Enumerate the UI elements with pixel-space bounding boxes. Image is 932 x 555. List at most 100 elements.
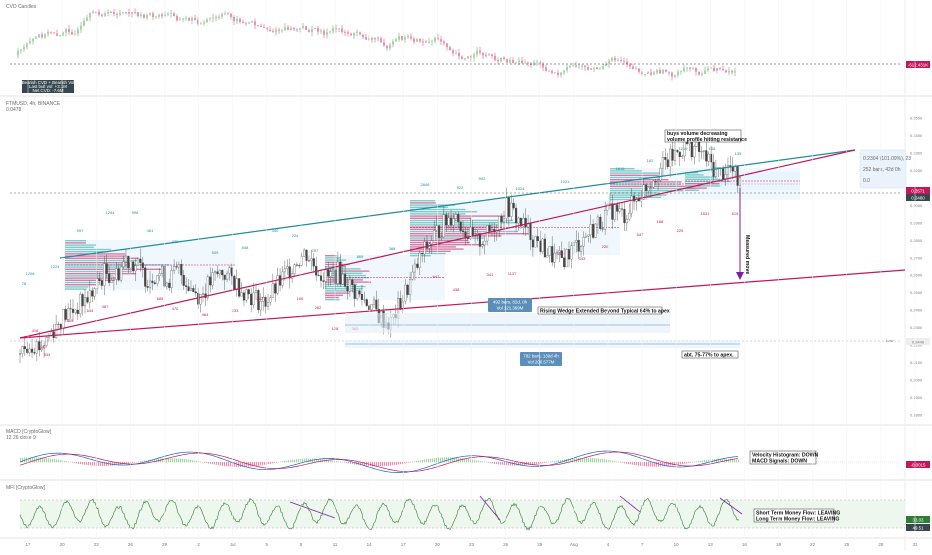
macd-histogram-bar — [296, 459, 297, 462]
candle-body — [284, 269, 286, 272]
macd-histogram-bar — [734, 459, 735, 462]
volume-profile-bar — [410, 253, 446, 254]
cvd-candle-body — [584, 66, 586, 67]
candle-body — [349, 280, 351, 292]
macd-histogram-bar — [592, 458, 593, 462]
cvd-candle-body — [296, 29, 298, 30]
candle-body — [111, 280, 113, 282]
candle-body — [209, 277, 211, 285]
cvd-candle-body — [485, 55, 487, 56]
macd-histogram-bar — [172, 458, 173, 462]
pivot-high-label: 869 — [357, 254, 364, 259]
pivot-low-label: 225 — [677, 228, 684, 233]
x-tick-label: 17 — [25, 542, 31, 547]
macd-histogram-bar — [632, 462, 633, 465]
cvd-candle-body — [611, 58, 613, 61]
candle-body — [320, 276, 322, 281]
candle-body — [159, 273, 161, 275]
cvd-candle-body — [287, 27, 289, 30]
macd-histogram-bar — [82, 462, 83, 464]
macd-histogram-bar — [388, 462, 389, 466]
candle-body — [183, 275, 185, 285]
volume-profile-bar — [325, 297, 339, 298]
volume-profile-bar — [65, 249, 111, 250]
macd-histogram-bar — [468, 459, 469, 462]
candle-body — [202, 294, 204, 295]
pivot-low-label: 1137 — [508, 271, 517, 276]
macd-histogram-bar — [308, 459, 309, 463]
cvd-candle-body — [476, 51, 478, 55]
cvd-candle-body — [200, 23, 202, 24]
cvd-candle-body — [389, 45, 391, 49]
volume-profile-bar — [410, 224, 499, 225]
pivot-high-label: 1219 — [679, 146, 689, 151]
cvd-candle-body — [161, 15, 163, 17]
cvd-candle-body — [419, 39, 421, 42]
cvd-candle-body — [272, 31, 274, 32]
pivot-high-label: 509 — [212, 250, 219, 255]
cvd-info-line-3: Net CVD: -7.6M — [33, 88, 64, 93]
pivot-low-label: 341 — [487, 272, 494, 277]
candle-body — [272, 284, 274, 298]
macd-histogram-bar — [630, 462, 631, 464]
candle-body — [132, 262, 134, 271]
y-tick-label: 0.2100 — [910, 360, 923, 365]
macd-histogram-bar — [178, 459, 179, 463]
cvd-candle-body — [587, 67, 589, 70]
macd-histogram-bar — [382, 462, 383, 466]
cvd-candle-body — [257, 25, 259, 26]
macd-histogram-bar — [428, 459, 429, 462]
candle-body — [583, 237, 585, 246]
candle-body — [592, 224, 594, 237]
candle-body — [450, 218, 452, 226]
macd-histogram-bar — [446, 457, 447, 462]
cvd-candle-body — [365, 37, 367, 40]
cvd-candle-body — [464, 58, 466, 59]
candle-body — [308, 261, 310, 262]
candle-body — [465, 232, 467, 238]
cvd-candle-body — [395, 39, 397, 41]
volume-profile-bar — [410, 213, 465, 214]
candle-body — [491, 229, 493, 231]
candle-body — [176, 266, 178, 267]
candle-body — [664, 157, 666, 159]
pivot-low-label: 387 — [102, 304, 109, 309]
cvd-candle-body — [242, 22, 244, 23]
candle-body — [489, 225, 491, 231]
candle-body — [580, 246, 582, 251]
cvd-candle-body — [176, 16, 178, 20]
y-tick-label: 0.2800 — [910, 238, 923, 243]
candle-body — [337, 262, 339, 284]
candle-body — [660, 168, 662, 180]
cvd-candle-body — [620, 60, 622, 61]
pivot-high-label: 162 — [647, 158, 654, 163]
candle-body — [123, 262, 125, 267]
cvd-candle-body — [65, 29, 67, 32]
volume-profile-bar — [325, 257, 341, 258]
cvd-candle-body — [497, 60, 499, 61]
macd-histogram-bar — [650, 462, 651, 467]
macd-histogram-bar — [386, 462, 387, 466]
macd-histogram-bar — [400, 462, 401, 464]
macd-histogram-bar — [258, 462, 259, 466]
pivot-low-label: 416 — [39, 344, 46, 349]
y-tick-label: 0.3000 — [910, 203, 923, 208]
candle-body — [106, 264, 108, 274]
pivot-low-label: 343 — [579, 256, 586, 261]
y-tick-label: 0.3500 — [910, 116, 923, 121]
candle-body — [306, 250, 308, 261]
cvd-candle-body — [719, 68, 721, 69]
volume-profile-bar — [65, 258, 138, 259]
macd-histogram-bar — [536, 462, 537, 464]
cvd-candle-body — [410, 36, 412, 38]
volume-profile-bar — [65, 269, 161, 270]
cvd-candle-body — [554, 73, 556, 74]
cvd-candle-body — [359, 32, 361, 34]
volume-profile-bar — [65, 282, 99, 283]
candle-body — [575, 240, 577, 242]
cvd-candle-body — [254, 21, 256, 25]
cvd-candle-body — [182, 19, 184, 20]
candle-body — [404, 285, 406, 301]
candle-body — [260, 301, 262, 310]
candle-body — [604, 210, 606, 229]
